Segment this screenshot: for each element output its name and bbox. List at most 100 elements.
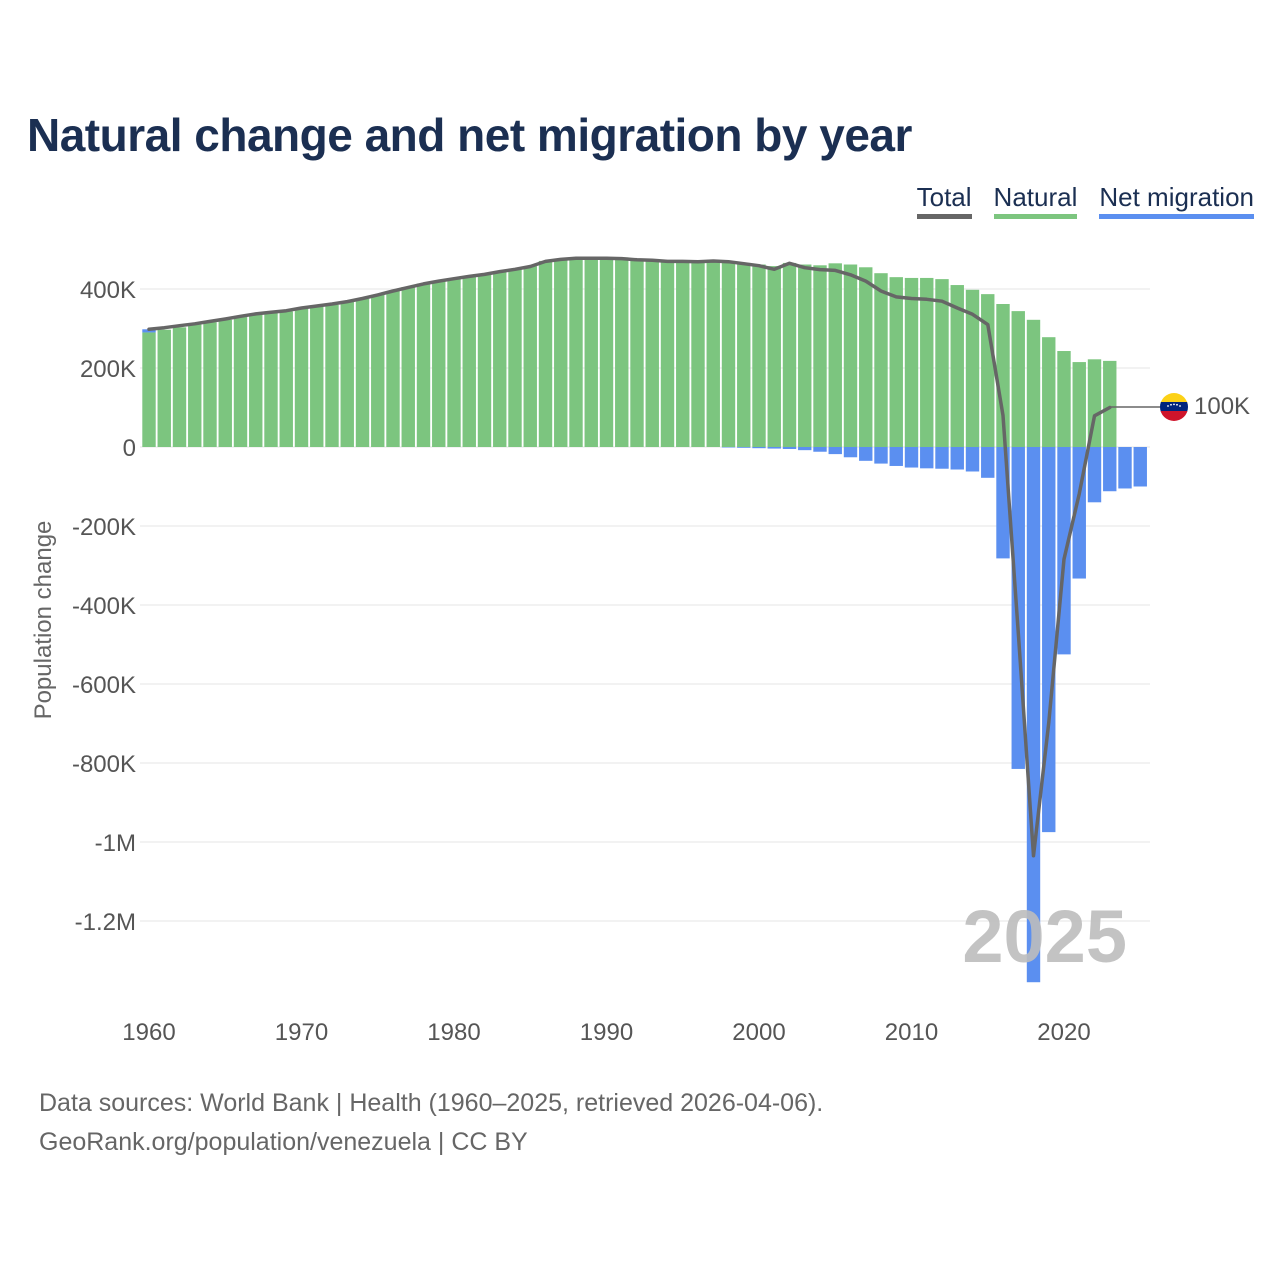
- natural-bar: [981, 294, 995, 447]
- natural-bar: [584, 257, 598, 447]
- natural-bar: [920, 277, 934, 447]
- y-tick-label: -800K: [72, 751, 136, 778]
- net-migration-bar: [813, 447, 827, 452]
- net-migration-bar: [950, 447, 964, 470]
- natural-bar: [188, 324, 202, 447]
- y-axis-label: Population change: [30, 521, 57, 720]
- year-watermark: 2025: [962, 895, 1127, 978]
- natural-bar: [523, 266, 537, 447]
- natural-bar: [462, 275, 476, 447]
- natural-bar: [416, 283, 431, 447]
- natural-bar: [935, 279, 949, 447]
- natural-bar: [157, 329, 171, 447]
- natural-bar: [1042, 337, 1056, 447]
- y-tick-label: -200K: [72, 514, 136, 541]
- net-migration-bar: [1042, 447, 1056, 833]
- natural-bar: [859, 267, 873, 447]
- natural-bar: [1026, 319, 1041, 447]
- net-migration-bar: [1118, 447, 1132, 489]
- natural-bar: [386, 290, 400, 447]
- natural-bar: [371, 294, 385, 447]
- net-migration-bar: [798, 447, 812, 451]
- natural-bar: [813, 265, 827, 447]
- natural-bar: [660, 260, 675, 447]
- natural-bar: [1103, 360, 1117, 447]
- natural-bar: [1072, 362, 1086, 447]
- natural-bar: [767, 266, 781, 447]
- natural-bar: [828, 263, 842, 447]
- natural-bar: [782, 262, 797, 447]
- x-tick-label: 1990: [580, 1019, 633, 1046]
- net-migration-bar: [843, 447, 858, 458]
- net-migration-bar: [737, 447, 751, 448]
- natural-bar: [874, 273, 888, 447]
- natural-bar: [340, 302, 354, 447]
- legend-total-toggle[interactable]: Total: [916, 182, 972, 219]
- gridlines: [140, 288, 1150, 922]
- y-tick-label: 400K: [80, 277, 136, 304]
- natural-bar: [218, 319, 232, 447]
- natural-bar: [843, 264, 858, 447]
- natural-bar: [737, 262, 751, 447]
- net-migration-bar: [859, 447, 873, 461]
- natural-bar: [950, 285, 964, 447]
- net-migration-bar: [965, 447, 980, 472]
- natural-bar: [554, 258, 568, 447]
- natural-bar: [996, 304, 1010, 447]
- net-migration-bar: [721, 447, 736, 448]
- natural-bar: [798, 264, 812, 447]
- y-tick-label: 200K: [80, 356, 136, 383]
- net-migration-bar: [981, 447, 995, 478]
- natural-bar: [279, 311, 293, 447]
- net-migration-bar: [935, 447, 949, 469]
- natural-bar: [249, 314, 263, 447]
- net-migration-bar: [874, 447, 888, 464]
- natural-bar: [752, 264, 766, 447]
- natural-bar: [1011, 311, 1025, 447]
- natural-bar: [355, 298, 370, 447]
- natural-bar: [233, 317, 248, 447]
- natural-bar: [294, 308, 309, 447]
- axes: 400K 200K 0 -200K -400K -600K -800K -1M -1.2M 196…: [72, 277, 1091, 1046]
- end-value-label: 100K: [1194, 393, 1250, 420]
- natural-bar: [599, 257, 614, 447]
- natural-bar: [691, 260, 705, 447]
- net-migration-bar: [889, 447, 903, 466]
- natural-bar: [1057, 351, 1071, 447]
- y-tick-label: -1M: [95, 830, 136, 857]
- natural-bar: [889, 277, 903, 447]
- y-tick-label: 0: [123, 435, 136, 462]
- end-marker: 100K: [1110, 393, 1250, 421]
- net-migration-bar: [767, 447, 781, 449]
- y-tick-label: -400K: [72, 593, 136, 620]
- natural-bar: [676, 260, 690, 447]
- natural-bar: [325, 304, 339, 447]
- x-tick-label: 2020: [1037, 1019, 1090, 1046]
- natural-bar: [965, 289, 980, 447]
- legend-net-migration-toggle[interactable]: Net migration: [1099, 182, 1254, 219]
- net-migration-bar: [1103, 447, 1117, 492]
- total-line-layer: [147, 256, 1112, 858]
- net-migration-bar: [1026, 447, 1041, 983]
- x-tick-label: 1960: [122, 1019, 175, 1046]
- net-migration-bar: [782, 447, 797, 449]
- x-tick-label: 2010: [885, 1019, 938, 1046]
- legend: Total Natural Net migration: [916, 182, 1254, 219]
- natural-bar: [310, 306, 324, 447]
- y-tick-label: -600K: [72, 672, 136, 699]
- natural-bar: [630, 258, 644, 447]
- net-migration-bar: [752, 447, 766, 449]
- venezuela-flag-icon: [1160, 393, 1188, 421]
- natural-bar: [264, 312, 278, 447]
- x-tick-label: 1980: [427, 1019, 480, 1046]
- natural-bar: [477, 273, 492, 447]
- legend-natural-toggle[interactable]: Natural: [993, 182, 1078, 219]
- chart-title: Natural change and net migration by year: [27, 109, 912, 161]
- natural-bar: [401, 287, 415, 447]
- natural-bar: [569, 257, 583, 447]
- natural-bar: [904, 277, 919, 447]
- natural-bar: [493, 271, 507, 447]
- natural-bar: [447, 278, 461, 447]
- net-migration-bar: [1133, 447, 1147, 487]
